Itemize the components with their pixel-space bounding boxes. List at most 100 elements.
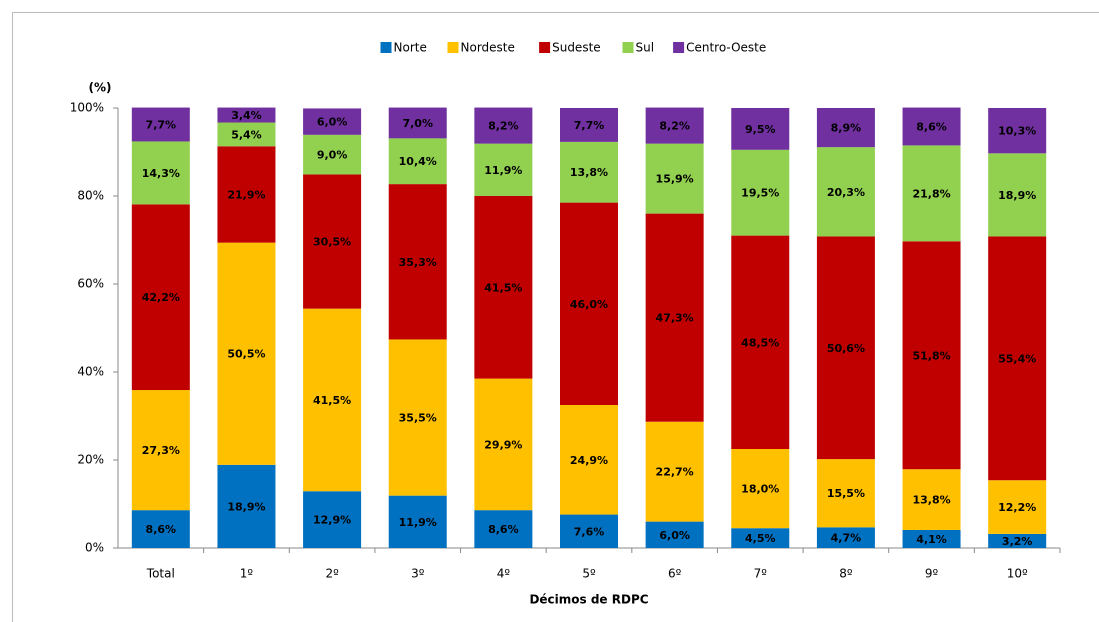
value-label: 5,4% <box>231 128 262 141</box>
bar-segment <box>474 510 533 548</box>
legend-label: Norte <box>394 41 427 55</box>
bar-segment <box>474 196 533 379</box>
value-label: 6,0% <box>659 529 690 542</box>
y-axis-label: (%) <box>89 81 112 95</box>
bar-segment <box>988 236 1047 481</box>
value-label: 48,5% <box>741 336 779 349</box>
bar-segment <box>988 153 1047 237</box>
bar-segment <box>988 108 1047 154</box>
y-tick-label: 60% <box>77 277 104 291</box>
value-label: 50,5% <box>227 348 265 361</box>
value-label: 8,2% <box>659 120 690 133</box>
value-label: 8,6% <box>916 120 947 133</box>
x-tick-label: 10º <box>1007 567 1028 581</box>
bar-segment <box>560 141 618 203</box>
y-tick-label: 20% <box>77 453 104 467</box>
y-tick-label: 80% <box>77 189 104 203</box>
bar-segment <box>217 242 276 465</box>
value-label: 8,9% <box>831 122 862 135</box>
bar-segment <box>474 378 533 511</box>
value-label: 18,0% <box>741 483 779 496</box>
legend-label: Sul <box>636 41 655 55</box>
bar-segment <box>988 533 1047 548</box>
value-label: 4,5% <box>745 532 776 545</box>
bar-segment <box>217 146 276 243</box>
bar-segment <box>560 514 618 548</box>
bar-segment <box>902 145 961 242</box>
bar-segment <box>731 528 790 548</box>
value-label: 7,7% <box>146 119 177 132</box>
bar-segment <box>645 107 704 144</box>
value-label: 4,7% <box>831 532 862 545</box>
value-label: 10,4% <box>399 155 437 168</box>
bar-segment <box>388 138 447 185</box>
bar-segment <box>731 235 790 449</box>
bar-segment <box>303 308 362 492</box>
bar-segment <box>645 143 704 214</box>
value-label: 18,9% <box>227 500 265 513</box>
legend-swatch <box>447 42 459 53</box>
bar-segment <box>731 449 790 529</box>
value-label: 51,8% <box>912 349 950 362</box>
legend-label: Nordeste <box>461 41 515 55</box>
y-tick-label: 0% <box>85 541 104 555</box>
bar-segment <box>131 204 190 391</box>
bar-segment <box>902 529 961 548</box>
value-label: 20,3% <box>827 186 865 199</box>
value-label: 46,0% <box>570 298 608 311</box>
x-axis-label: Décimos de RDPC <box>529 593 648 607</box>
legend-swatch <box>622 42 634 53</box>
bar-segment <box>474 107 533 144</box>
bar-segment <box>217 122 276 147</box>
value-label: 7,7% <box>574 119 605 132</box>
y-tick-label: 100% <box>70 101 104 115</box>
value-label: 41,5% <box>313 394 351 407</box>
bar-segment <box>131 390 190 511</box>
x-tick-label: 4º <box>497 567 511 581</box>
value-label: 11,9% <box>484 164 522 177</box>
legend-swatch <box>673 42 685 53</box>
bar-segment <box>988 480 1047 534</box>
x-tick-label: 9º <box>925 567 939 581</box>
value-label: 55,4% <box>998 352 1036 365</box>
x-tick-label: 1º <box>240 567 254 581</box>
bar-segment <box>645 521 704 548</box>
legend-swatch <box>380 42 392 53</box>
value-label: 10,3% <box>998 125 1036 138</box>
bar-segment <box>303 108 362 135</box>
value-label: 8,6% <box>146 523 177 536</box>
value-label: 13,8% <box>912 494 950 507</box>
bar-segment <box>902 469 961 530</box>
value-label: 7,6% <box>574 525 605 538</box>
bar-segment <box>217 107 276 123</box>
value-label: 8,6% <box>488 523 519 536</box>
bar-segment <box>816 108 875 148</box>
x-tick-label: 5º <box>582 567 596 581</box>
value-label: 3,2% <box>1002 535 1033 548</box>
value-label: 24,9% <box>570 454 608 467</box>
value-label: 3,4% <box>231 109 262 122</box>
bar-segment <box>474 143 533 196</box>
bar-segment <box>645 213 704 422</box>
bar-segment <box>217 464 276 548</box>
bar-segment <box>560 108 618 142</box>
value-label: 9,0% <box>317 149 348 162</box>
bar-segment <box>131 141 190 205</box>
value-label: 21,9% <box>227 188 265 201</box>
bar-segment <box>816 147 875 237</box>
bar-segment <box>388 339 447 496</box>
value-label: 30,5% <box>313 236 351 249</box>
value-label: 35,3% <box>399 256 437 269</box>
bar-segment <box>560 405 618 515</box>
bar-segment <box>388 495 447 548</box>
x-tick-label: 2º <box>325 567 339 581</box>
value-label: 13,8% <box>570 166 608 179</box>
x-tick-label: 3º <box>411 567 425 581</box>
value-label: 6,0% <box>317 116 348 129</box>
bar-segment <box>731 149 790 236</box>
value-label: 15,5% <box>827 487 865 500</box>
legend-label: Centro-Oeste <box>686 41 766 55</box>
bar-segment <box>303 134 362 175</box>
chart-frame <box>12 12 1099 622</box>
